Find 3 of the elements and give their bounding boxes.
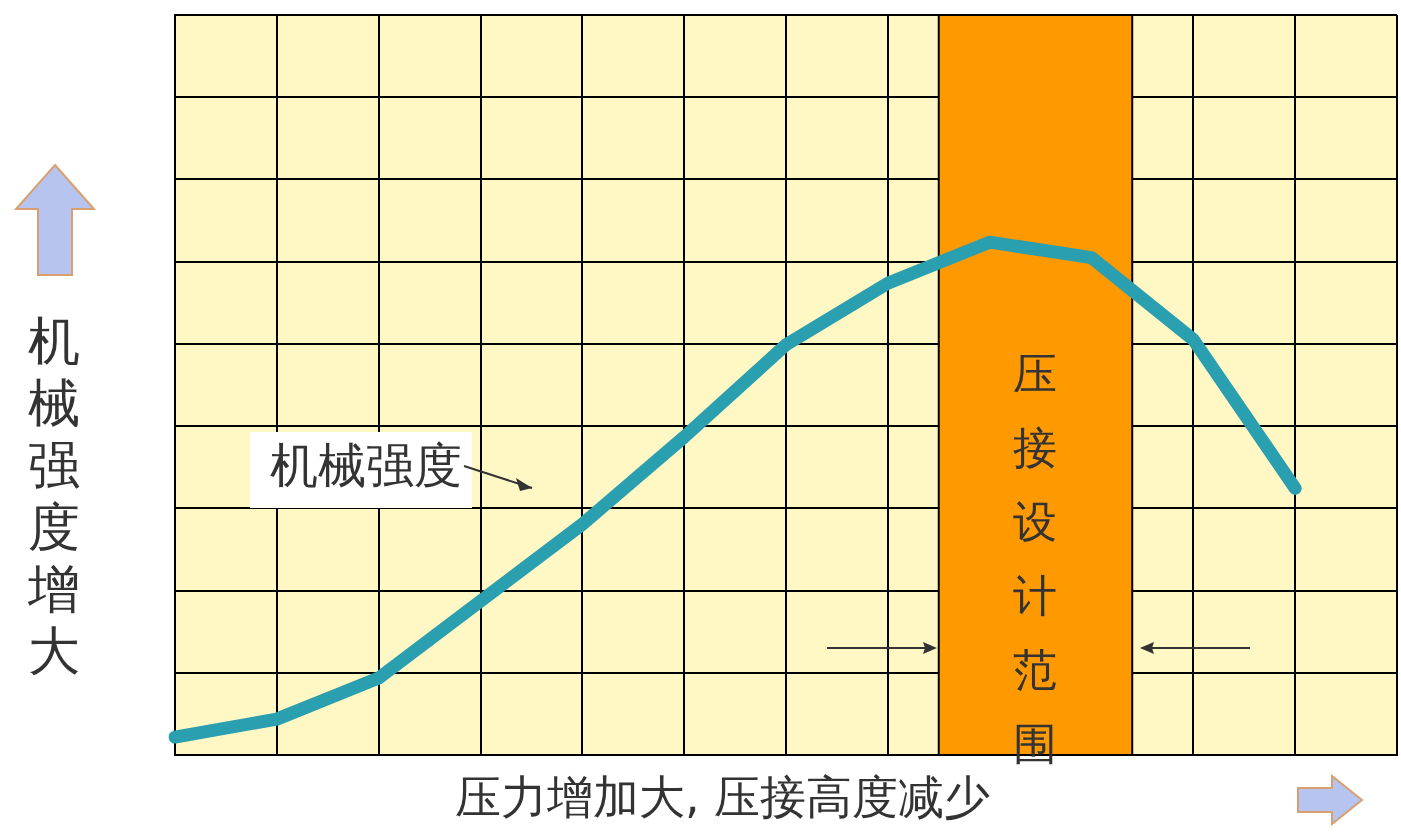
annotation: 机械强度 bbox=[270, 437, 462, 494]
x-axis-title: 压力增加大, 压接高度减少 bbox=[455, 769, 991, 825]
y-axis-title: 机械强度增大 bbox=[28, 310, 80, 682]
